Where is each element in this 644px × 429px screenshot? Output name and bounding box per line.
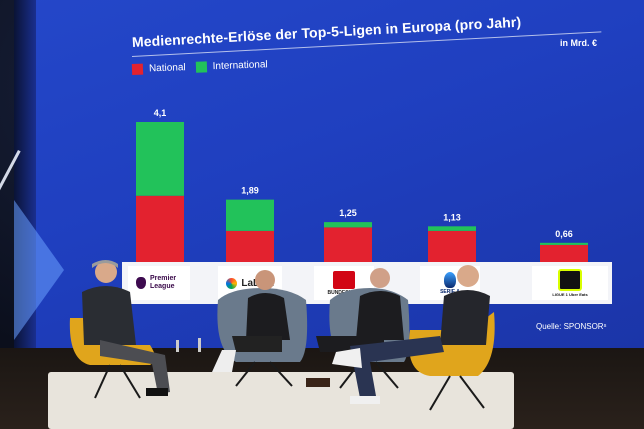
speaker-3 [306,268,404,387]
bar-international-4 [540,242,588,245]
speaker-1 [82,260,170,396]
bar-national-4 [540,244,588,266]
speaker-4 [332,265,490,404]
bar-national-3 [428,230,476,266]
bar-total-label-2: 1,25 [339,208,357,218]
premier-league-logo: Premier League [128,266,190,300]
bar-national-1 [226,230,274,266]
laliga-flower-icon [226,277,238,289]
bar-total-label-4: 0,66 [555,229,573,239]
lion-icon [136,277,146,289]
bar-international-1 [226,199,274,231]
bar-national-0 [136,195,184,266]
chart-unit: in Mrd. € [560,38,598,48]
decorative-triangle [14,200,64,340]
ligue1-logo: LIGUE 1 Uber Eats [532,266,608,300]
speaker-2 [212,270,290,372]
source-note: Quelle: SPONSORˢ [536,322,607,331]
bar-national-2 [324,227,372,266]
bar-international-3 [428,226,476,231]
bar-total-label-3: 1,13 [443,212,461,222]
bar-total-label-0: 4,1 [154,108,167,118]
serie-a-label: SERIE A [440,288,460,295]
ligue1-badge-icon [558,269,582,291]
bar-international-0 [136,122,184,196]
bar-chart: 4,1 1,89 1,25 1,13 0,66 [136,108,588,266]
bar-total-label-1: 1,89 [241,186,259,196]
serie-a-flame-icon [444,271,456,288]
bar-international-2 [324,222,372,228]
ligue1-label: LIGUE 1 Uber Eats [552,292,588,297]
bundesliga-player-icon [333,270,355,289]
side-table-1 [176,338,201,352]
premier-league-label: Premier League [150,275,177,290]
